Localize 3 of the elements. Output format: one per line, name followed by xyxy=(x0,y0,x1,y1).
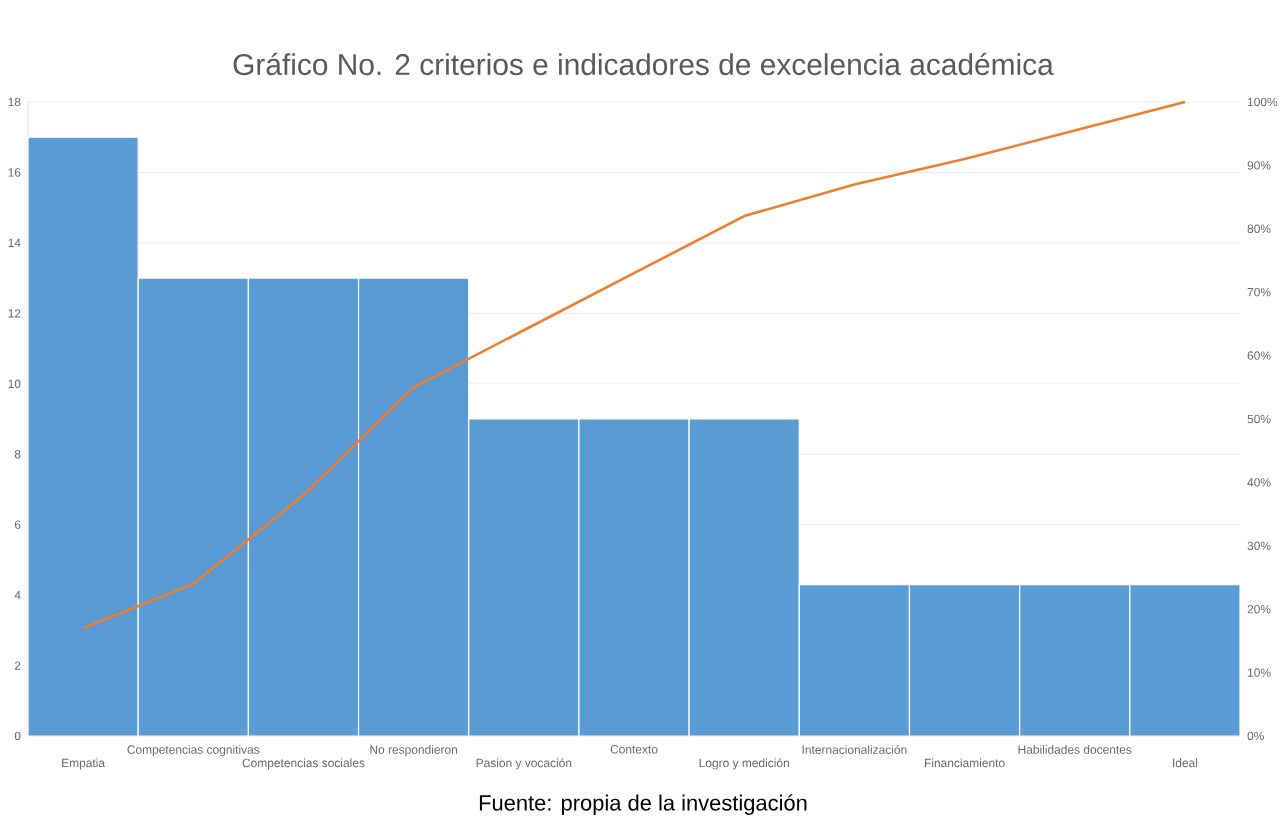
line-series xyxy=(81,100,1187,630)
source-note: Fuente: propia de la investigación xyxy=(479,794,807,815)
chart-title: Gráfico No. 2 criterios e indicadores de excelencia académica xyxy=(233,52,1054,76)
